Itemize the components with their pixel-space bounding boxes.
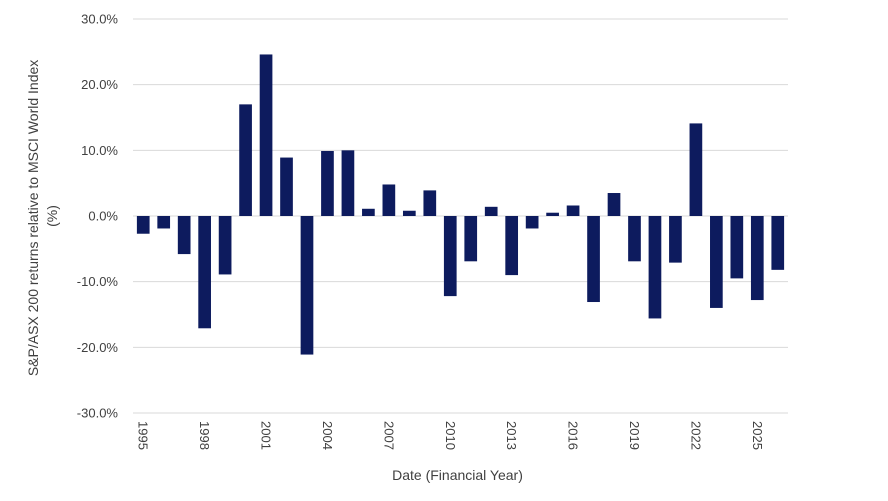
bar [669, 216, 682, 263]
x-tick-label: 2007 [381, 421, 396, 450]
bar [218, 216, 232, 275]
bar [280, 157, 293, 216]
bar [136, 216, 150, 234]
bar [484, 206, 498, 216]
x-tick-label: 1995 [136, 421, 151, 450]
x-tick-label: 2010 [443, 421, 458, 450]
bar [177, 216, 191, 255]
x-tick-label: 2022 [688, 421, 703, 450]
bars [136, 54, 785, 355]
bar [771, 216, 785, 270]
y-tick-label: 30.0% [81, 12, 118, 27]
bar [546, 212, 559, 216]
y-tick-label: -20.0% [77, 340, 119, 355]
bar [321, 150, 334, 216]
bar [362, 208, 375, 216]
x-tick-labels: 1995 1998 2001 2004 2007 2010 2013 2016 2019 2022… [136, 421, 765, 450]
y-tick-labels: 30.0% 20.0% 10.0% 0.0% -10.0% -20.0% -30.0% [77, 12, 119, 421]
x-tick-label: 1998 [197, 421, 212, 450]
bar [628, 216, 641, 262]
bar [402, 210, 416, 216]
bar [157, 216, 171, 229]
x-axis-title: Date (Financial Year) [392, 467, 523, 483]
bar [198, 216, 211, 329]
bar [648, 216, 662, 319]
bar [382, 184, 396, 216]
bar [566, 205, 580, 216]
x-tick-label: 2016 [566, 421, 581, 450]
y-axis-title-line-2: (%) [44, 205, 60, 227]
bar [607, 193, 621, 216]
y-tick-label: 0.0% [88, 209, 118, 224]
x-tick-label: 2019 [627, 421, 642, 450]
bar [750, 216, 764, 301]
bar [259, 54, 273, 217]
x-tick-label: 2001 [259, 421, 274, 450]
bar [710, 216, 723, 308]
y-tick-label: -10.0% [77, 274, 119, 289]
x-tick-label: 2025 [750, 421, 765, 450]
bar [525, 216, 539, 229]
x-tick-label: 2013 [504, 421, 519, 450]
y-tick-label: -30.0% [77, 406, 119, 421]
bar [443, 216, 457, 297]
bar [239, 104, 252, 216]
y-tick-label: 20.0% [81, 77, 118, 92]
bar [587, 216, 600, 303]
y-tick-label: 10.0% [81, 143, 118, 158]
bar [730, 216, 744, 279]
y-axis-title: S&P/ASX 200 returns relative to MSCI Wor… [25, 56, 60, 376]
bar [423, 190, 437, 216]
y-axis-title-line-1: S&P/ASX 200 returns relative to MSCI Wor… [25, 60, 41, 376]
bar [341, 150, 355, 216]
bar [689, 123, 703, 216]
x-tick-label: 2004 [320, 421, 335, 450]
bar [300, 216, 314, 355]
bar [464, 216, 478, 262]
bar [505, 216, 519, 276]
